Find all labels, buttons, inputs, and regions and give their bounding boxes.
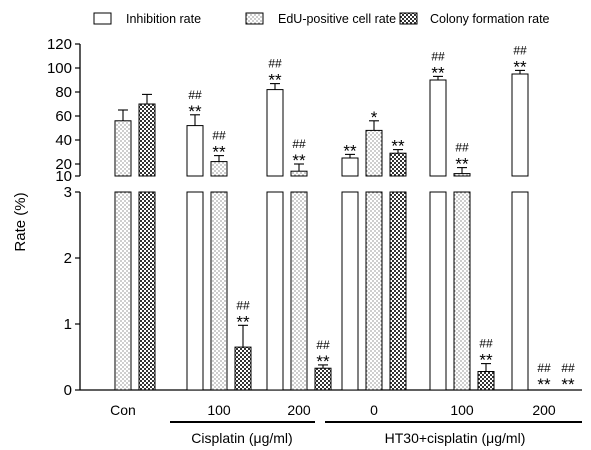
y-tick-label: 3 xyxy=(64,184,72,201)
significance-stars: ** xyxy=(188,102,202,121)
significance-stars: ** xyxy=(292,151,306,170)
significance-stars: ** xyxy=(316,352,330,371)
bar-lower xyxy=(138,191,156,391)
legend-swatch-colony xyxy=(399,12,418,25)
x-tick-label: Con xyxy=(110,402,136,418)
significance-stars: ** xyxy=(537,375,551,394)
bar-upper xyxy=(138,103,156,177)
x-tick-label: 100 xyxy=(207,402,231,418)
group-label-cisplatin: Cisplatin (μg/ml) xyxy=(191,430,292,446)
bar-lower xyxy=(114,191,132,391)
bar-lower xyxy=(365,191,383,391)
significance-stars: ** xyxy=(212,143,226,162)
bar xyxy=(314,367,332,391)
significance-hashes: ## xyxy=(513,43,527,57)
significance-stars: ** xyxy=(343,141,357,160)
bar-lower xyxy=(341,191,359,391)
bar-upper xyxy=(429,79,447,177)
significance-hashes: ## xyxy=(431,49,445,63)
significance-hashes: ## xyxy=(236,298,250,312)
significance-hashes: ## xyxy=(268,57,282,71)
significance-stars: ** xyxy=(431,63,445,82)
significance-marks: **##**##****##**##**##**##***##**##**##*… xyxy=(188,43,575,394)
x-tick-label: 100 xyxy=(450,402,474,418)
y-tick-label: 80 xyxy=(55,84,72,101)
y-tick-label: 120 xyxy=(47,36,72,53)
bar-upper xyxy=(389,152,407,177)
axis-break-gap xyxy=(81,177,586,191)
significance-stars: ** xyxy=(236,312,250,331)
bar-upper xyxy=(290,170,308,177)
y-axis-title: Rate (%) xyxy=(12,192,29,251)
legend-label-inhibition: Inhibition rate xyxy=(126,12,201,26)
error-bars xyxy=(118,69,525,372)
group-label-ht30: HT30+cisplatin (μg/ml) xyxy=(385,430,526,446)
bar-upper xyxy=(266,89,284,177)
x-axis-labels: Con 100 200 0 100 200 Cisplatin (μg/ml) HT30+ci… xyxy=(110,402,582,446)
significance-hashes: ## xyxy=(479,337,493,351)
y-tick-label: 60 xyxy=(55,108,72,125)
legend-item-inhibition: Inhibition rate xyxy=(93,12,201,26)
bar-upper xyxy=(341,157,359,177)
y-tick-label: 0 xyxy=(64,382,72,399)
bar-lower xyxy=(210,191,228,391)
significance-stars: * xyxy=(371,108,378,127)
bar-lower xyxy=(266,191,284,391)
significance-hashes: ## xyxy=(455,141,469,155)
significance-stars: ** xyxy=(479,351,493,370)
y-tick-label: 20 xyxy=(55,156,72,173)
y-tick-label: 100 xyxy=(47,60,72,77)
significance-stars: ** xyxy=(455,155,469,174)
x-tick-label: 200 xyxy=(532,402,556,418)
legend-item-edu: EdU-positive cell rate xyxy=(245,12,396,26)
bar-lower xyxy=(290,191,308,391)
significance-stars: ** xyxy=(561,375,575,394)
x-tick-label: 200 xyxy=(287,402,311,418)
bar-lower xyxy=(389,191,407,391)
bar-upper xyxy=(453,173,471,177)
significance-hashes: ## xyxy=(212,129,226,143)
bar-upper xyxy=(365,129,383,177)
bar-lower xyxy=(186,191,204,391)
legend: Inhibition rate EdU-positive cell rate C… xyxy=(93,12,550,26)
bar xyxy=(477,371,495,391)
significance-stars: ** xyxy=(513,57,527,76)
bar-lower xyxy=(429,191,447,391)
significance-hashes: ## xyxy=(537,361,551,375)
significance-hashes: ## xyxy=(561,361,575,375)
bar xyxy=(234,346,252,391)
y-tick-label: 40 xyxy=(55,132,72,149)
bars xyxy=(81,73,586,391)
bar-lower xyxy=(453,191,471,391)
significance-stars: ** xyxy=(391,137,405,156)
bar-upper xyxy=(186,125,204,177)
significance-hashes: ## xyxy=(188,88,202,102)
legend-item-colony: Colony formation rate xyxy=(399,12,550,26)
bar-lower xyxy=(511,191,529,391)
legend-swatch-edu xyxy=(245,12,264,25)
y-tick-label: 10 xyxy=(55,168,72,185)
legend-label-colony: Colony formation rate xyxy=(430,12,550,26)
x-tick-label: 0 xyxy=(370,402,378,418)
bar-upper xyxy=(210,161,228,177)
legend-label-edu: EdU-positive cell rate xyxy=(278,12,396,26)
y-tick-label: 2 xyxy=(64,250,72,267)
bar-upper xyxy=(511,73,529,177)
legend-swatch-inhibition xyxy=(93,12,112,25)
bar-upper xyxy=(114,120,132,177)
significance-hashes: ## xyxy=(316,338,330,352)
significance-stars: ** xyxy=(268,71,282,90)
significance-hashes: ## xyxy=(292,137,306,151)
y-tick-label: 1 xyxy=(64,316,72,333)
